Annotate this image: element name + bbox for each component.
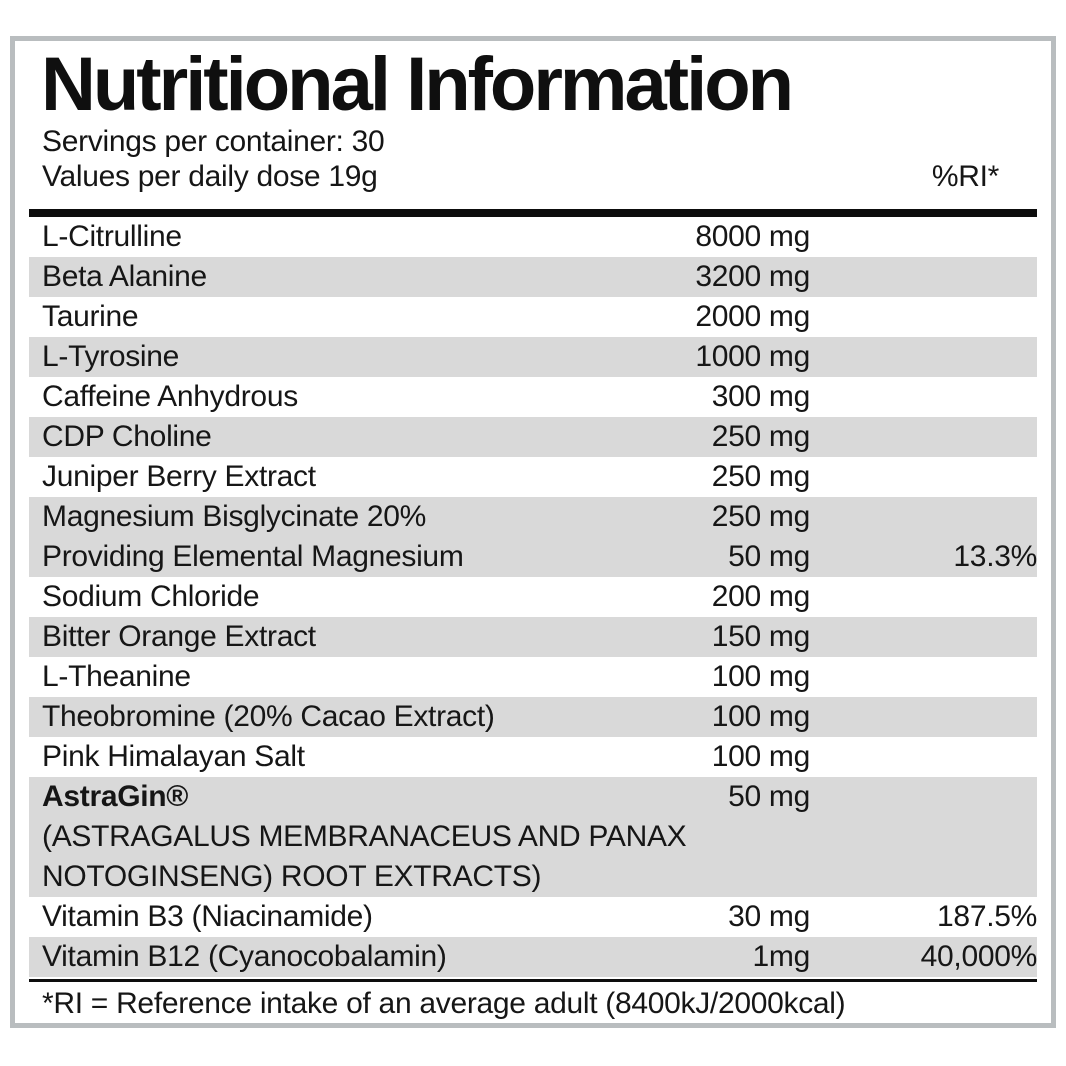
table-row: Beta Alanine 3200 mg bbox=[29, 257, 1037, 297]
ingredient-amount: 250 mg bbox=[711, 460, 811, 493]
table-row: L-Citrulline 8000 mg bbox=[29, 217, 1037, 257]
ingredient-amount: 200 mg bbox=[711, 580, 811, 613]
ingredient-amount: 250 mg bbox=[711, 420, 811, 453]
ingredient-ri-value: 13.3% bbox=[953, 540, 1037, 573]
table-row: Pink Himalayan Salt 100 mg bbox=[29, 737, 1037, 777]
ingredient-name: Taurine bbox=[42, 300, 139, 333]
ingredient-name: AstraGin® bbox=[42, 780, 189, 813]
ingredient-amount: 2000 mg bbox=[695, 300, 810, 333]
ingredient-name: Vitamin B3 (Niacinamide) bbox=[42, 900, 373, 933]
ingredient-name: L-Tyrosine bbox=[42, 340, 180, 373]
ingredient-name: Juniper Berry Extract bbox=[42, 460, 316, 493]
ingredient-amount: 250 mg bbox=[711, 500, 811, 533]
ingredient-name: CDP Choline bbox=[42, 420, 212, 453]
ingredients-table: L-Citrulline 8000 mg Beta Alanine 3200 m… bbox=[29, 217, 1037, 977]
header-divider bbox=[29, 209, 1037, 217]
ingredient-subline-text: NOTOGINSENG) ROOT EXTRACTS) bbox=[42, 860, 542, 893]
ingredient-name: Providing Elemental Magnesium bbox=[42, 540, 464, 573]
footer-divider bbox=[29, 979, 1037, 982]
ingredient-name: Sodium Chloride bbox=[42, 580, 260, 613]
ingredient-name: Beta Alanine bbox=[42, 260, 207, 293]
table-row: Caffeine Anhydrous 300 mg bbox=[29, 377, 1037, 417]
ingredient-amount: 100 mg bbox=[711, 740, 811, 773]
ri-column-header: %RI* bbox=[931, 160, 999, 193]
ingredient-amount: 8000 mg bbox=[695, 220, 810, 253]
ingredient-amount: 30 mg bbox=[728, 900, 810, 933]
ingredient-name: Magnesium Bisglycinate 20% bbox=[42, 500, 427, 533]
ingredient-name: Vitamin B12 (Cyanocobalamin) bbox=[42, 940, 447, 973]
dose-header-line: Values per daily dose 19g %RI* bbox=[42, 159, 1037, 195]
ingredient-subline-text: (ASTRAGALUS MEMBRANACEUS AND PANAX bbox=[42, 820, 687, 853]
ingredient-amount: 3200 mg bbox=[695, 260, 810, 293]
values-per-dose: Values per daily dose 19g bbox=[42, 160, 378, 193]
ingredient-name: Caffeine Anhydrous bbox=[42, 380, 298, 413]
ingredient-name: L-Citrulline bbox=[42, 220, 182, 253]
nutrition-label: Nutritional Information Servings per con… bbox=[10, 36, 1056, 1028]
ingredient-ri-value: 187.5% bbox=[937, 900, 1037, 933]
table-row: AstraGin® 50 mg bbox=[29, 777, 1037, 817]
table-row: L-Tyrosine 1000 mg bbox=[29, 337, 1037, 377]
ingredient-subline: (ASTRAGALUS MEMBRANACEUS AND PANAX bbox=[29, 817, 1037, 857]
table-row: Vitamin B12 (Cyanocobalamin) 1mg 40,000% bbox=[29, 937, 1037, 977]
table-row: Vitamin B3 (Niacinamide) 30 mg 187.5% bbox=[29, 897, 1037, 937]
ingredient-name: Theobromine (20% Cacao Extract) bbox=[42, 700, 495, 733]
ingredient-amount: 1000 mg bbox=[695, 340, 810, 373]
ingredient-amount: 1mg bbox=[752, 940, 811, 973]
ingredient-name: Bitter Orange Extract bbox=[42, 620, 316, 653]
table-row: Sodium Chloride 200 mg bbox=[29, 577, 1037, 617]
table-row: Magnesium Bisglycinate 20% 250 mg bbox=[29, 497, 1037, 537]
ingredient-amount: 300 mg bbox=[711, 380, 811, 413]
ingredient-ri-value: 40,000% bbox=[920, 940, 1038, 973]
ingredient-amount: 50 mg bbox=[728, 780, 810, 813]
table-row: L-Theanine 100 mg bbox=[29, 657, 1037, 697]
table-row-group: AstraGin® 50 mg (ASTRAGALUS MEMBRANACEUS… bbox=[29, 777, 1037, 897]
ingredient-amount: 100 mg bbox=[711, 660, 811, 693]
ingredient-amount: 100 mg bbox=[711, 700, 811, 733]
table-row: Providing Elemental Magnesium 50 mg 13.3… bbox=[29, 537, 1037, 577]
table-row: Theobromine (20% Cacao Extract) 100 mg bbox=[29, 697, 1037, 737]
ingredient-name: L-Theanine bbox=[42, 660, 191, 693]
table-row: CDP Choline 250 mg bbox=[29, 417, 1037, 457]
ingredient-name: Pink Himalayan Salt bbox=[42, 740, 305, 773]
ingredient-amount: 150 mg bbox=[711, 620, 811, 653]
page-title: Nutritional Information bbox=[41, 42, 794, 127]
table-row: Taurine 2000 mg bbox=[29, 297, 1037, 337]
ri-footnote: *RI = Reference intake of an average adu… bbox=[42, 987, 846, 1020]
ingredient-amount: 50 mg bbox=[728, 540, 810, 573]
servings-per-container: Servings per container: 30 bbox=[42, 125, 385, 158]
table-row: Juniper Berry Extract 250 mg bbox=[29, 457, 1037, 497]
ingredient-subline: NOTOGINSENG) ROOT EXTRACTS) bbox=[29, 857, 1037, 897]
table-row: Bitter Orange Extract 150 mg bbox=[29, 617, 1037, 657]
